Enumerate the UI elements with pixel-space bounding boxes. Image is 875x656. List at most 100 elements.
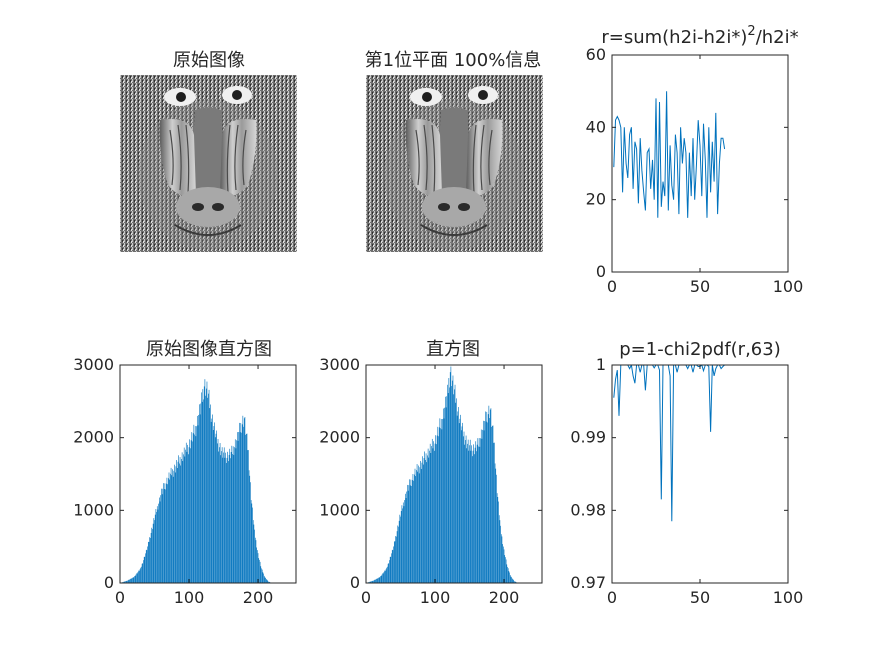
hist-orig-bar [179,457,181,583]
hist-orig-bar [141,566,142,583]
hist-new-bar [431,438,433,583]
hist-orig-bar [232,446,234,583]
hist-orig-bar [234,439,236,583]
r-plot-series-line [613,91,726,218]
hist-orig-bar [248,470,250,583]
hist-new-bar [504,555,506,583]
hist-orig-bar [221,451,222,583]
hist-new-bar [449,387,450,583]
hist-orig-bar [256,547,257,583]
hist-new-bar [411,486,412,583]
hist-orig-bar [254,537,256,583]
hist-new-bar [498,515,500,583]
hist-orig-bar [131,578,133,583]
hist-orig-bar [206,381,208,583]
hist-orig-bar [266,579,267,583]
hist-new-bar [370,581,372,583]
hist-new-bar [409,479,410,583]
hist-orig-bar [227,451,228,583]
hist-new-bar [438,427,440,583]
hist-new-bar [503,546,504,583]
hist-new-bar [487,414,489,583]
hist-orig-bar [230,458,231,583]
hist-new-bar [400,511,402,583]
hist-orig-bar [208,393,209,583]
hist-new-bar [443,418,445,583]
hist-new-bar [468,450,470,583]
hist-new-bar [392,550,394,583]
hist-new-bar [505,557,506,583]
hist-orig-bar [135,574,137,583]
hist-orig-bar [125,581,126,583]
hist-orig-ytick-label: 0 [104,573,114,592]
hist-new-ytick-label: 3000 [319,355,360,374]
hist-new-bar [491,426,492,583]
hist-new-bar [474,454,475,583]
hist-orig-bar [217,443,218,583]
hist-new-bar [445,396,446,583]
hist-new-bar [477,438,479,583]
hist-orig-bar [180,465,182,583]
hist-new-bar [512,579,514,583]
bitplane-histogram-title: 直方图 [426,339,480,360]
hist-orig-bar [159,497,160,583]
hist-orig-bar [268,581,270,583]
hist-new-bar [422,456,423,583]
hist-orig-bar [167,484,168,583]
hist-orig-bar [139,569,141,583]
hist-new-bar [432,448,434,583]
hist-new-bar [474,447,476,583]
hist-new-bar [488,405,490,583]
hist-new-bar [478,438,480,583]
hist-orig-bar [127,580,129,583]
hist-new-bar [511,577,512,583]
hist-orig-bar [154,514,156,583]
hist-new-bar [479,446,481,583]
hist-orig-bar [239,422,240,583]
hist-orig-bar [134,576,135,583]
hist-new-bar [489,409,491,583]
hist-orig-bar [174,464,175,583]
hist-new-bar [421,462,423,583]
hist-new-bar [425,460,426,583]
hist-new-bar [412,474,414,583]
hist-new-bar [407,490,409,583]
hist-new-bar [383,572,385,583]
hist-orig-bar [231,445,233,583]
hist-orig-bar [156,511,157,583]
hist-new-bar [486,411,488,583]
hist-orig-bar [221,447,223,583]
hist-new-bar [498,501,499,583]
hist-orig-bar [129,579,130,583]
hist-orig-bar [190,440,192,583]
hist-new-bar [469,445,470,583]
hist-orig-bar [145,549,147,583]
hist-orig-bar [255,540,257,583]
original-histogram-title: 原始图像直方图 [146,339,272,360]
hist-new-bar [387,563,389,583]
hist-new-bar [442,419,443,583]
hist-new-bar [414,468,416,583]
hist-new-bar [405,493,406,583]
hist-orig-bar [241,424,243,583]
hist-new-bar [410,479,412,583]
hist-new-bar [493,442,494,583]
hist-orig-bar [224,457,226,583]
hist-new-bar [439,418,441,583]
hist-new-bar [388,563,390,583]
hist-new-bar [513,580,515,583]
hist-orig-bar [147,541,149,583]
hist-orig-bar [196,415,198,583]
hist-new-bar [414,474,415,583]
hist-orig-bar [205,388,207,583]
hist-orig-bar [186,451,188,583]
hist-new-bar [484,421,486,583]
hist-orig-bar [205,395,206,583]
hist-orig-bar [249,475,251,583]
hist-orig-bar [178,455,179,583]
hist-orig-bar [214,422,215,583]
hist-new-bar [427,448,429,583]
hist-new-xtick-label: 200 [489,588,520,607]
hist-new-bar [471,456,473,583]
hist-orig-bar [264,577,266,583]
